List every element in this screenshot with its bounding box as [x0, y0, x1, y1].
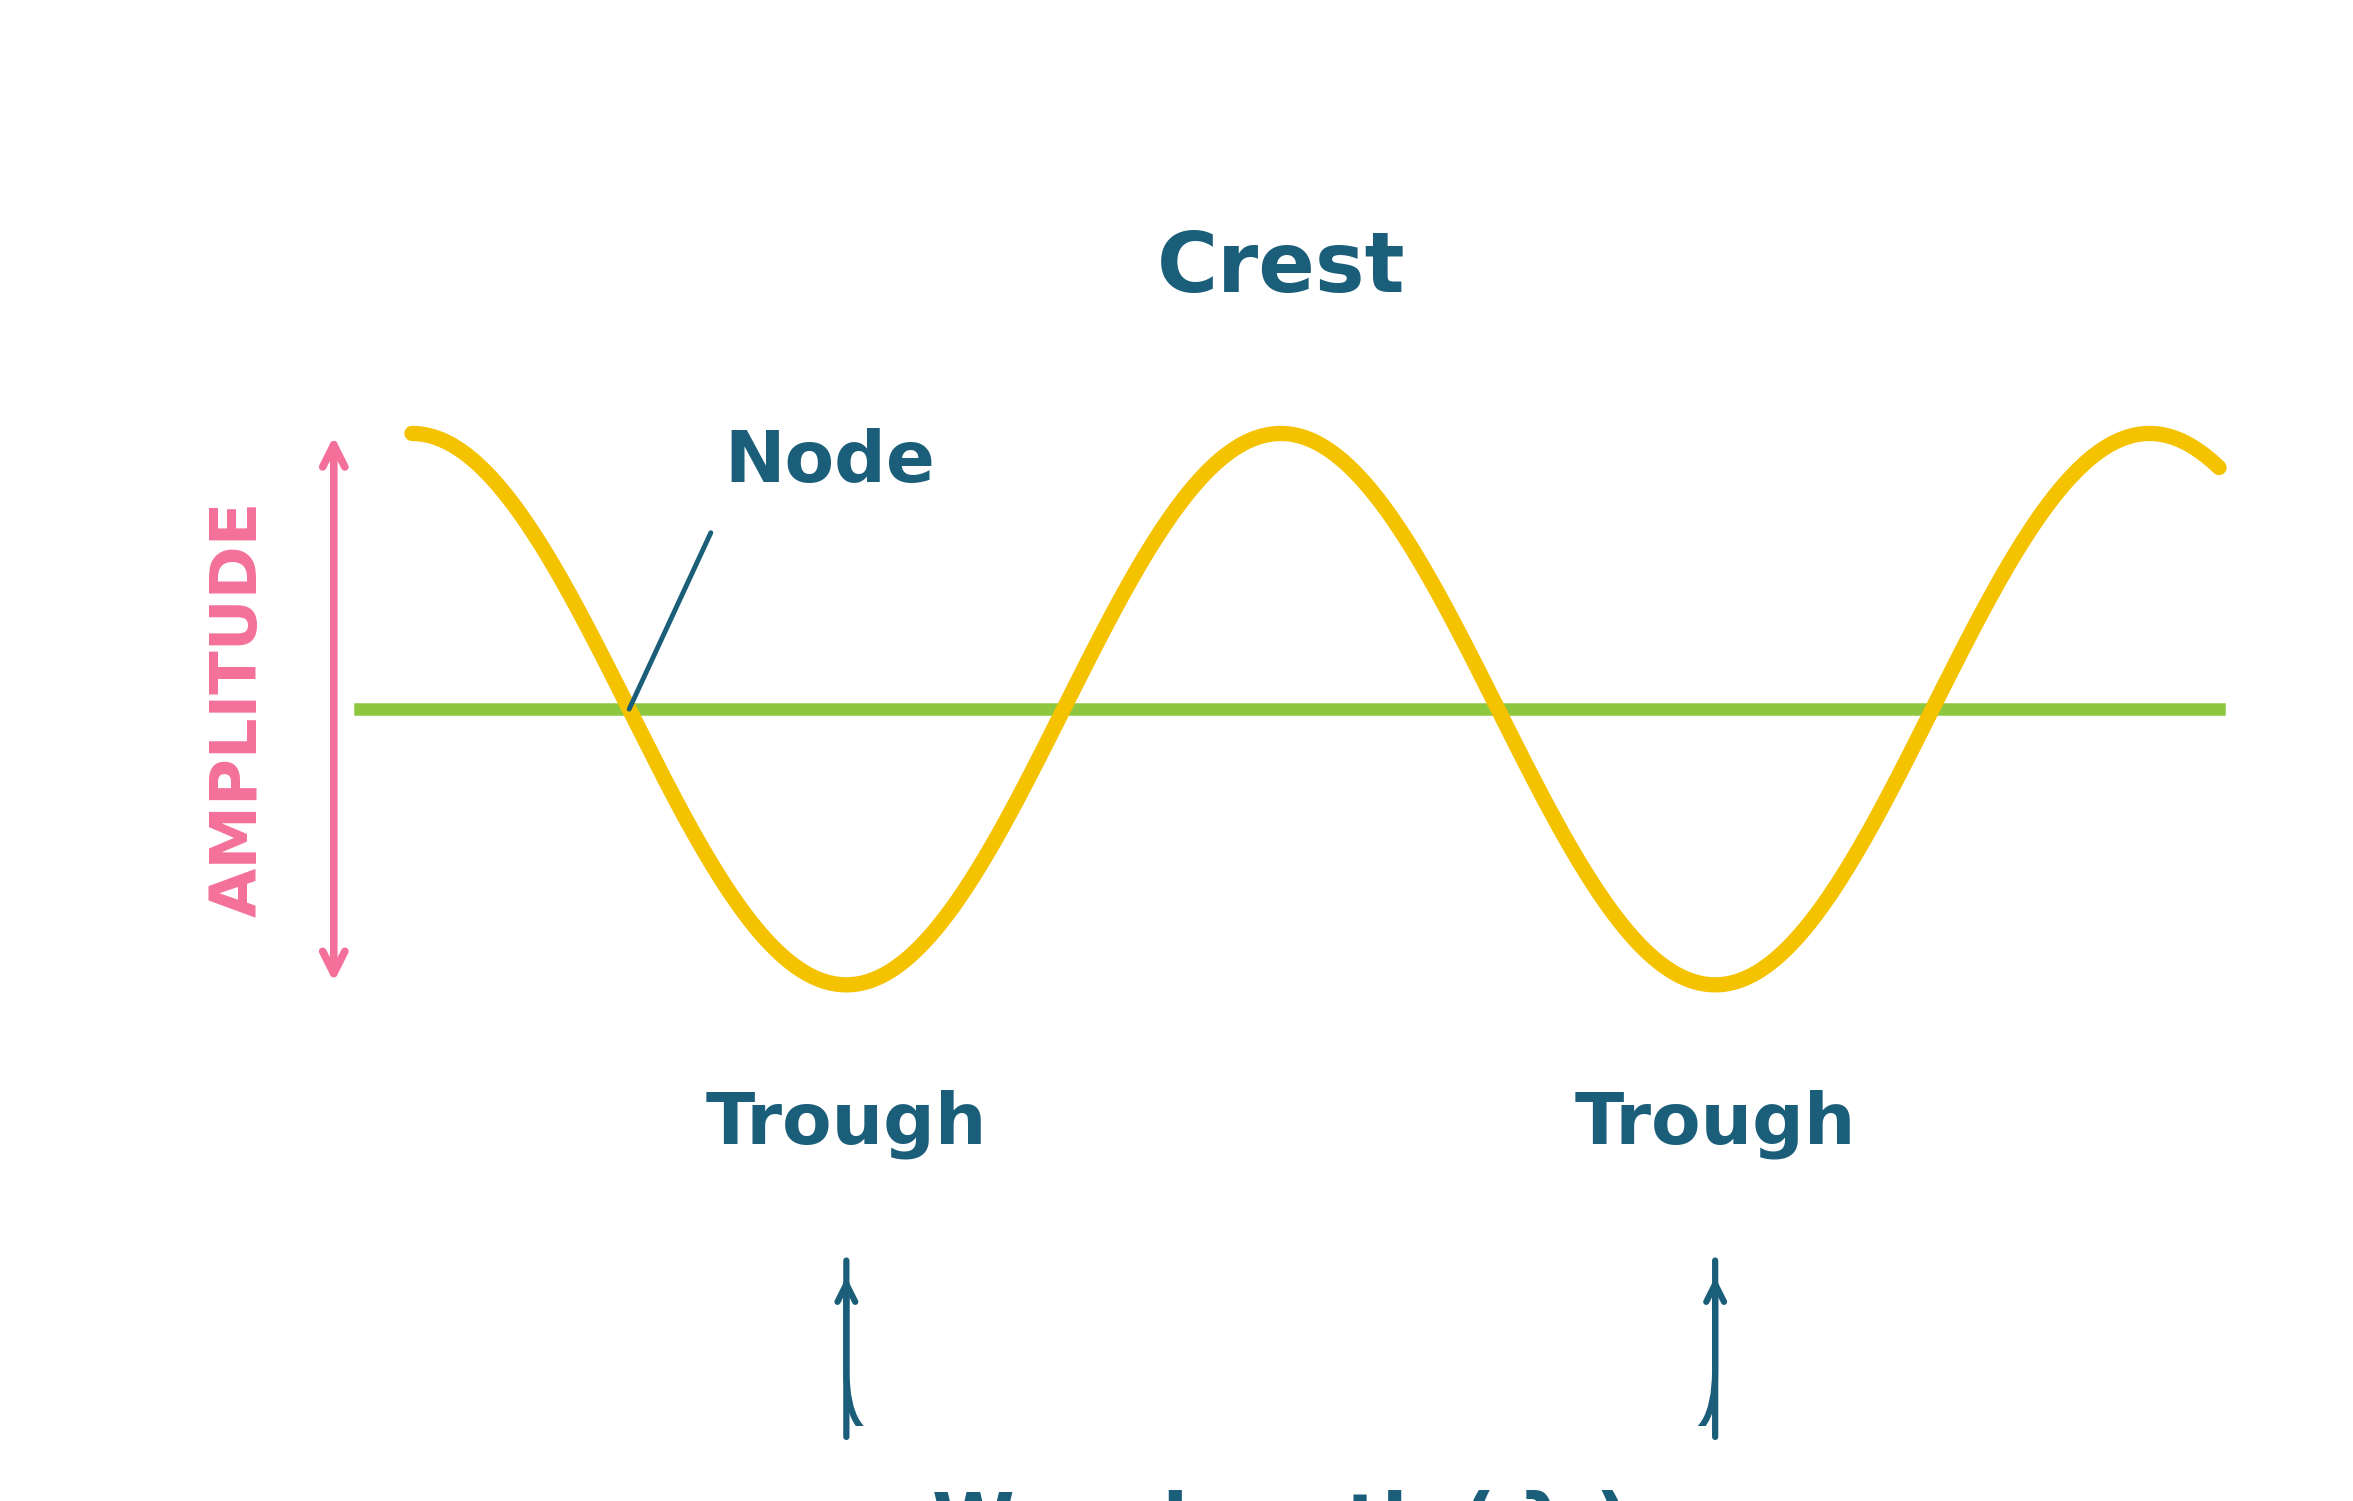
- Text: Trough: Trough: [1574, 1090, 1857, 1159]
- Text: Wavelength ( λ ): Wavelength ( λ ): [932, 1489, 1631, 1501]
- Text: AMPLITUDE: AMPLITUDE: [207, 501, 268, 917]
- Text: Trough: Trough: [706, 1090, 986, 1159]
- Text: Node: Node: [725, 428, 936, 497]
- Text: Crest: Crest: [1158, 228, 1405, 309]
